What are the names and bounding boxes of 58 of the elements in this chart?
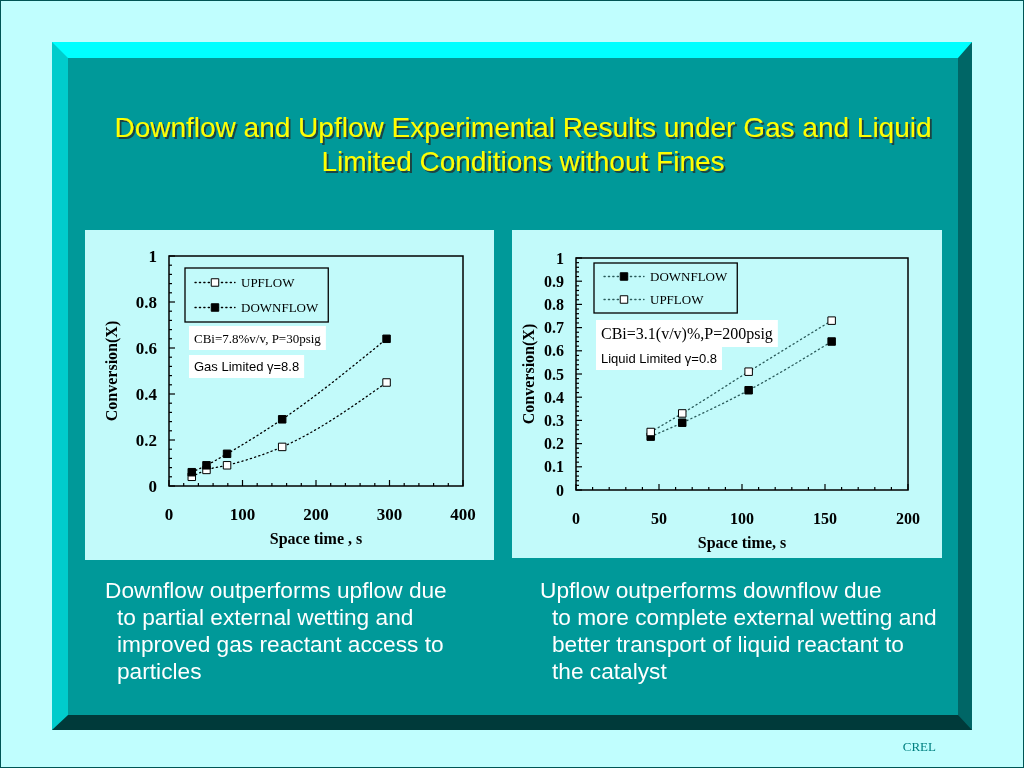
x-tick-label: 200 (303, 505, 329, 524)
legend-label: DOWNFLOW (241, 300, 319, 316)
annotation: CBi=3.1(v/v)%,P=200psig (601, 325, 773, 344)
legend-label: UPFLOW (241, 275, 296, 291)
text: Downflow outperforms upflow due to partial external wetting and improved gas reactant access to particles (105, 577, 447, 684)
y-tick-label: 0.8 (544, 296, 564, 313)
point (277, 415, 287, 424)
x-tick-label: 200 (896, 510, 920, 527)
y-tick-label: 1 (148, 246, 157, 266)
legend-label: DOWNFLOW (650, 269, 728, 285)
x-tick-label: 300 (376, 505, 403, 524)
point (827, 316, 836, 325)
point (744, 386, 753, 395)
point (678, 418, 687, 427)
x-tick-label: 400 (450, 505, 476, 524)
x-tick-label: 100 (229, 505, 256, 524)
y-tick-label: 0 (148, 476, 157, 496)
text: Downflow and Upflow Experimental Results under Gas and Liquid Limited Conditions without Fines (114, 112, 932, 177)
y-tick-label: 0.4 (544, 388, 564, 406)
point (827, 337, 836, 346)
y-tick-label: 0.3 (544, 412, 564, 429)
point (382, 378, 391, 387)
point (222, 449, 232, 459)
text: CREL (902, 739, 937, 754)
x-tick-label: 50 (651, 510, 667, 527)
y-tick-label: 0.8 (135, 292, 157, 312)
y-tick-label: 0.6 (135, 338, 157, 358)
y-tick-label: 0.5 (544, 365, 564, 383)
x-axis-title: Space time, s (697, 534, 787, 552)
y-axis-title: Conversion(X) (103, 320, 121, 422)
point (202, 461, 211, 470)
point (187, 467, 197, 477)
x-tick-label: 0 (164, 505, 174, 524)
y-tick-label: 0.2 (135, 430, 157, 450)
annotation: Gas Limited γ=8.8 (194, 359, 300, 375)
y-tick-label: 1 (556, 249, 564, 267)
text: Upflow outperforms downflow due to more complete external wetting and better transport of liquid reactant to the catalyst (540, 577, 937, 684)
point (646, 427, 655, 437)
point (678, 409, 687, 418)
x-tick-label: 150 (813, 510, 837, 527)
y-tick-label: 0.2 (544, 435, 564, 453)
point (744, 367, 753, 376)
x-axis-title: Space time , s (269, 530, 363, 548)
legend-label: UPFLOW (650, 292, 705, 308)
annotation: CBi=7.8%v/v, P=30psig (194, 330, 322, 346)
y-axis-title: Conversion(X) (520, 323, 538, 425)
point (382, 334, 391, 344)
point (222, 461, 232, 470)
y-tick-label: 0 (556, 481, 564, 499)
y-tick-label: 0.1 (544, 458, 564, 476)
y-tick-label: 0.6 (544, 342, 564, 360)
x-tick-label: 100 (730, 510, 754, 527)
y-tick-label: 0.7 (544, 319, 564, 337)
point (277, 442, 287, 452)
x-tick-label: 0 (572, 510, 580, 527)
y-tick-label: 0.9 (544, 272, 564, 290)
y-tick-label: 0.4 (135, 384, 158, 404)
annotation: Liquid Limited γ=0.8 (601, 350, 717, 366)
